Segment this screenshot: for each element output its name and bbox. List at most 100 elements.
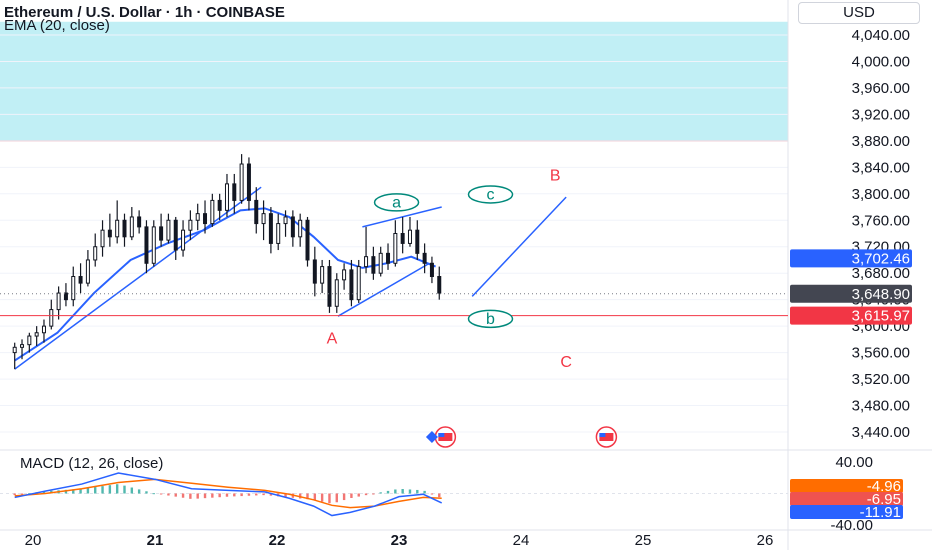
candle[interactable] bbox=[254, 187, 259, 234]
candle[interactable] bbox=[386, 243, 391, 270]
candle-body bbox=[305, 219, 310, 261]
trendlines[interactable] bbox=[14, 186, 567, 370]
candle[interactable] bbox=[232, 173, 237, 214]
time-tick-label: 21 bbox=[147, 532, 164, 549]
trendline[interactable] bbox=[471, 196, 567, 297]
time-tick-label: 20 bbox=[25, 532, 42, 549]
candle[interactable] bbox=[122, 213, 127, 247]
candle[interactable] bbox=[203, 200, 208, 234]
candle[interactable] bbox=[129, 207, 134, 241]
wave-label-B: B bbox=[550, 168, 561, 185]
candle-body bbox=[393, 233, 398, 264]
candle[interactable] bbox=[173, 216, 178, 260]
candle[interactable] bbox=[283, 210, 288, 237]
candle[interactable] bbox=[224, 173, 229, 217]
candle[interactable] bbox=[276, 213, 281, 251]
candle[interactable] bbox=[422, 243, 427, 274]
candle[interactable] bbox=[151, 220, 156, 267]
candle[interactable] bbox=[312, 246, 317, 297]
event-markers[interactable] bbox=[425, 426, 618, 448]
price-tick-label: 3,480.00 bbox=[852, 398, 910, 415]
macd-histogram-bar bbox=[20, 493, 24, 495]
candle[interactable] bbox=[320, 259, 325, 294]
support-line[interactable] bbox=[0, 293, 788, 317]
candle[interactable] bbox=[217, 193, 222, 221]
candle[interactable] bbox=[364, 226, 369, 274]
candle[interactable] bbox=[100, 220, 105, 257]
wave-circle bbox=[467, 309, 514, 329]
candle[interactable] bbox=[20, 339, 25, 360]
candle[interactable] bbox=[144, 220, 149, 274]
candle[interactable] bbox=[342, 263, 347, 290]
trendline[interactable] bbox=[337, 262, 430, 317]
candle[interactable] bbox=[63, 283, 68, 307]
time-tick-label: 24 bbox=[513, 532, 530, 549]
candle[interactable] bbox=[195, 203, 200, 231]
candle-body bbox=[210, 199, 215, 225]
candle[interactable] bbox=[85, 250, 90, 287]
economic-event-icon[interactable] bbox=[595, 426, 618, 448]
candle[interactable] bbox=[239, 154, 244, 204]
candle-body bbox=[371, 256, 376, 274]
candle[interactable] bbox=[181, 220, 186, 257]
trendline[interactable] bbox=[362, 206, 442, 228]
candle-body bbox=[415, 229, 420, 254]
candle[interactable] bbox=[393, 220, 398, 267]
macd-histogram-bar bbox=[189, 493, 192, 499]
candle[interactable] bbox=[56, 286, 61, 320]
candle[interactable] bbox=[41, 319, 46, 343]
candle[interactable] bbox=[290, 210, 295, 247]
price-axis[interactable]: 4,040.00 4,000.00 3,960.00 3,920.00 3,880.00… bbox=[830, 27, 910, 534]
candle-body bbox=[298, 219, 303, 238]
wave-label-C: C bbox=[560, 354, 572, 371]
candle[interactable] bbox=[137, 210, 142, 234]
macd-histogram-bar bbox=[233, 493, 236, 497]
candle[interactable] bbox=[34, 326, 39, 346]
trendline[interactable] bbox=[14, 186, 262, 370]
candle[interactable] bbox=[166, 213, 171, 244]
candle-body bbox=[378, 252, 383, 274]
economic-event-icon[interactable] bbox=[434, 426, 457, 448]
candle[interactable] bbox=[429, 256, 434, 284]
macd-legend[interactable]: MACD (12, 26, close) bbox=[20, 455, 164, 472]
candle[interactable] bbox=[78, 263, 83, 294]
candle[interactable] bbox=[305, 216, 310, 267]
candle[interactable] bbox=[415, 220, 420, 260]
candle-body bbox=[122, 219, 127, 238]
macd-histogram-bar bbox=[255, 493, 258, 496]
currency-selector[interactable]: USD bbox=[798, 2, 920, 24]
candle[interactable] bbox=[349, 259, 354, 307]
candle[interactable] bbox=[437, 266, 442, 300]
candle[interactable] bbox=[407, 216, 412, 247]
candle[interactable] bbox=[246, 157, 251, 211]
candle[interactable] bbox=[334, 273, 339, 313]
candle[interactable] bbox=[400, 216, 405, 254]
candle[interactable] bbox=[12, 342, 17, 370]
price-tick-label: 4,000.00 bbox=[852, 53, 910, 70]
candle[interactable] bbox=[210, 193, 215, 227]
candle[interactable] bbox=[298, 213, 303, 247]
candle-body bbox=[342, 269, 347, 281]
candle[interactable] bbox=[115, 200, 120, 244]
candle[interactable] bbox=[261, 200, 266, 241]
candle[interactable] bbox=[327, 259, 332, 313]
candle[interactable] bbox=[93, 233, 98, 267]
candle[interactable] bbox=[378, 246, 383, 277]
candle[interactable] bbox=[371, 246, 376, 280]
candle[interactable] bbox=[27, 332, 32, 353]
candle[interactable] bbox=[107, 213, 112, 247]
event-diamond-icon[interactable] bbox=[425, 431, 438, 443]
wave-label-b: b bbox=[467, 309, 514, 329]
candle[interactable] bbox=[356, 259, 361, 303]
candle-body bbox=[34, 332, 39, 337]
time-axis[interactable]: 20 21 22 23 24 25 26 bbox=[25, 532, 774, 549]
candle[interactable] bbox=[188, 210, 193, 241]
candle[interactable] bbox=[268, 207, 273, 254]
indicator-legend[interactable]: EMA (20, close) bbox=[4, 17, 110, 34]
price-tag: 3,648.90 bbox=[790, 284, 912, 303]
candle[interactable] bbox=[159, 213, 164, 247]
candle[interactable] bbox=[71, 266, 76, 307]
candle[interactable] bbox=[49, 299, 54, 330]
candles[interactable] bbox=[12, 154, 442, 370]
